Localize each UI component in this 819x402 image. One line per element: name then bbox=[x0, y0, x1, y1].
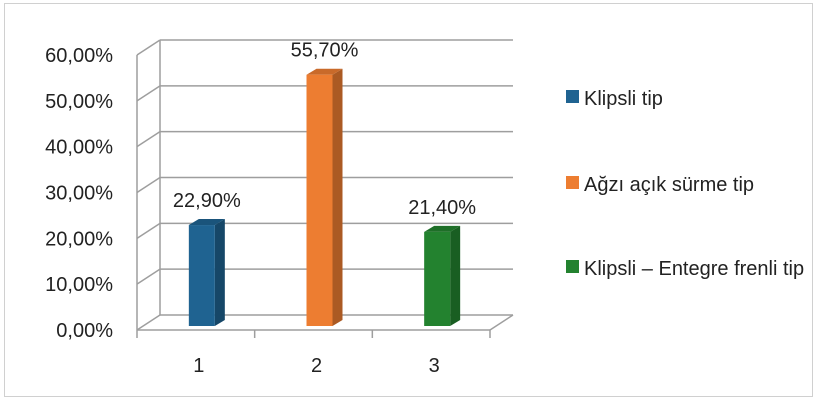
y-tick-label: 30,00% bbox=[45, 183, 113, 205]
legend-swatch-2 bbox=[566, 176, 579, 189]
bar-top bbox=[188, 219, 225, 226]
legend-label-1: Klipsli tip bbox=[584, 88, 663, 110]
chart-area bbox=[4, 3, 813, 397]
gridline-depth bbox=[136, 39, 161, 56]
bar-side bbox=[214, 219, 225, 326]
legend-swatch-3 bbox=[566, 260, 579, 273]
data-label: 21,40% bbox=[408, 197, 476, 219]
gridline-depth bbox=[136, 176, 161, 194]
y-tick-label: 0,00% bbox=[56, 320, 113, 342]
legend-item-2: Ağzı açık sürme tip bbox=[566, 170, 809, 200]
data-label: 22,90% bbox=[173, 190, 241, 212]
gridline-depth bbox=[136, 85, 161, 102]
x-tick-label: 3 bbox=[429, 355, 440, 377]
x-tick-label: 1 bbox=[193, 355, 204, 377]
bar bbox=[424, 231, 451, 326]
y-tick-label: 50,00% bbox=[45, 91, 113, 113]
bar bbox=[306, 74, 333, 326]
legend-swatch-1 bbox=[566, 90, 579, 103]
bar-top bbox=[306, 68, 343, 75]
bar bbox=[188, 225, 215, 326]
bar-side bbox=[450, 225, 461, 326]
legend-label-3: Klipsli – Entegre frenli tip bbox=[584, 258, 805, 280]
legend-label-2: Ağzı açık sürme tip bbox=[584, 174, 755, 196]
x-tick-label: 2 bbox=[311, 355, 322, 377]
y-tick-label: 40,00% bbox=[45, 137, 113, 159]
y-tick-label: 10,00% bbox=[45, 274, 113, 296]
y-tick-label: 20,00% bbox=[45, 228, 113, 250]
legend-item-1: Klipsli tip bbox=[566, 84, 809, 114]
data-label: 55,70% bbox=[291, 40, 359, 62]
floor-edge bbox=[489, 314, 514, 331]
legend-item-3: Klipsli – Entegre frenli tip bbox=[566, 254, 809, 284]
gridline-depth bbox=[136, 131, 161, 148]
gridline-depth bbox=[136, 222, 161, 239]
y-tick-label: 60,00% bbox=[45, 45, 113, 67]
gridline-depth bbox=[136, 314, 161, 331]
bar-side bbox=[332, 68, 343, 326]
gridline-depth bbox=[136, 268, 161, 285]
bar-top bbox=[424, 225, 461, 232]
